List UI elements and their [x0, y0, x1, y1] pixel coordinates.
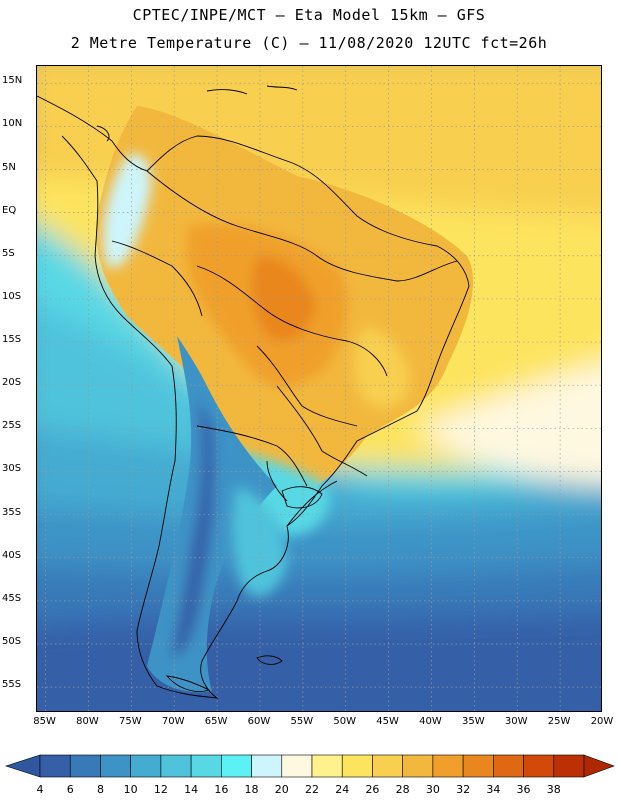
lat-label: 5S: [2, 247, 15, 259]
colorbar-swatch: [100, 754, 131, 778]
lon-label: 60W: [247, 716, 271, 727]
colorbar-label: 32: [456, 783, 471, 796]
lat-label: 5N: [2, 161, 16, 173]
colorbar-swatch: [39, 754, 71, 778]
lon-label: 35W: [462, 716, 485, 727]
lon-label: 65W: [204, 716, 228, 727]
lat-label: EQ: [2, 204, 17, 216]
colorbar-label: 22: [305, 783, 319, 796]
lat-label: 15N: [2, 75, 23, 87]
colorbar-swatch: [493, 754, 524, 778]
lon-label: 25W: [547, 716, 571, 727]
colorbar-label: 6: [66, 783, 74, 796]
colorbar-swatch: [311, 754, 343, 778]
colorbar-swatch: [402, 754, 434, 778]
colorbar-swatch: [69, 754, 101, 778]
lon-label: 30W: [504, 716, 528, 727]
lon-label: 45W: [376, 716, 399, 727]
lon-label: 55W: [290, 716, 314, 727]
lat-label: 35S: [2, 506, 22, 518]
coastlines-and-borders: [37, 85, 470, 699]
colorbar-label: 4: [36, 783, 44, 796]
lat-label: 50S: [2, 635, 22, 647]
colorbar-swatch: [251, 754, 283, 778]
map-canvas: [37, 66, 601, 711]
lat-label: 15S: [2, 334, 22, 346]
colorbar-swatch: [523, 754, 555, 778]
colorbar-swatch: [372, 754, 403, 778]
lon-label: 80W: [76, 716, 99, 727]
lon-label: 75W: [119, 716, 142, 727]
colorbar-label: 36: [516, 783, 531, 796]
colorbar-label: 18: [244, 783, 259, 796]
lon-label: 85W: [33, 716, 56, 727]
colorbar-swatch: [160, 754, 192, 778]
lat-label: 10N: [2, 118, 23, 130]
colorbar-swatch: [432, 754, 464, 778]
lat-label: 45S: [2, 592, 22, 604]
colorbar-label: 30: [425, 783, 440, 796]
lat-label: 20S: [2, 377, 22, 389]
colorbar-swatch: [462, 754, 494, 778]
colorbar-swatch: [190, 754, 222, 778]
colorbar-high-arrow: [583, 754, 615, 778]
colorbar-low-arrow: [5, 754, 41, 778]
temperature-map: [36, 65, 602, 712]
colorbar-label: 26: [365, 783, 380, 796]
lon-label: 50W: [333, 716, 357, 727]
colorbar-swatch: [130, 754, 162, 778]
colorbar-label: 10: [123, 783, 138, 796]
lat-label: 55S: [2, 679, 22, 691]
lat-label: 25S: [2, 420, 22, 432]
colorbar-label: 34: [486, 783, 501, 796]
colorbar-label: 16: [214, 783, 229, 796]
colorbar-swatch: [341, 754, 373, 778]
lat-label: 40S: [2, 549, 22, 561]
colorbar-label: 24: [335, 783, 350, 796]
colorbar-swatch: [281, 754, 313, 778]
lon-label: 40W: [419, 716, 442, 727]
colorbar-swatch: [221, 754, 252, 778]
colorbar-label: 20: [274, 783, 289, 796]
colorbar-label: 38: [546, 783, 561, 796]
colorbar-label: 28: [395, 783, 410, 796]
title-line-1: CPTEC/INPE/MCT – Eta Model 15km – GFS: [132, 6, 486, 24]
colorbar-swatch: [553, 754, 585, 778]
lon-label: 20W: [590, 716, 614, 727]
title-line-2: 2 Metre Temperature (C) – 11/08/2020 12U…: [70, 34, 548, 52]
colorbar-label: 8: [96, 783, 104, 796]
temperature-colorbar: [5, 754, 615, 778]
colorbar-label: 12: [153, 783, 168, 796]
lon-label: 70W: [161, 716, 185, 727]
lat-label: 10S: [2, 290, 22, 302]
colorbar-label: 14: [184, 783, 199, 796]
lat-label: 30S: [2, 463, 22, 475]
